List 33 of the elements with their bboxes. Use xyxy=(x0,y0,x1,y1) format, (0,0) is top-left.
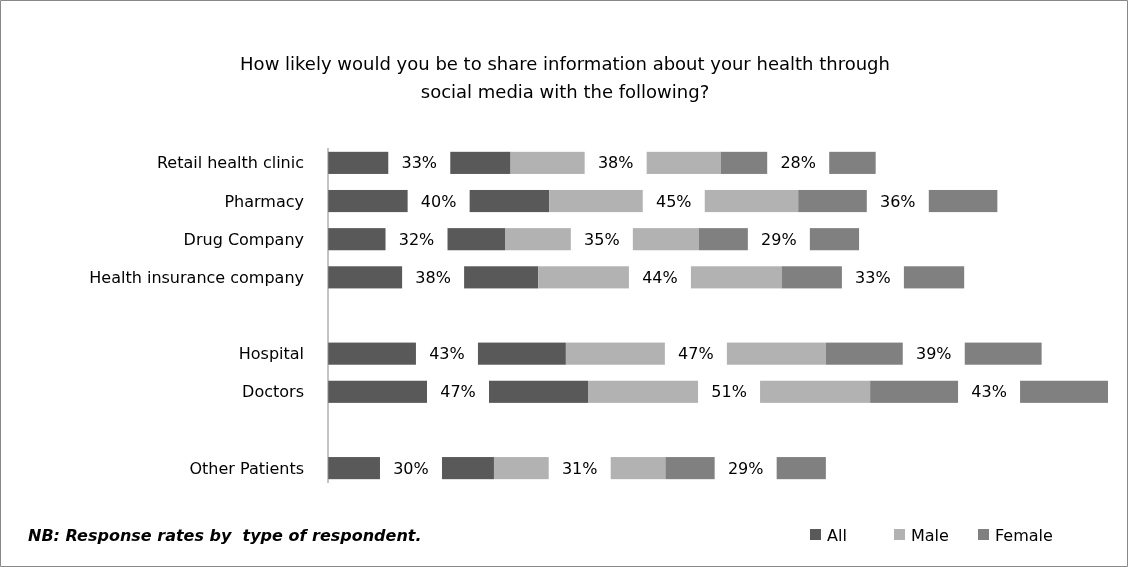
data-label: 29% xyxy=(727,458,764,478)
data-label: 31% xyxy=(561,458,598,478)
y-tick-label: Pharmacy xyxy=(224,191,304,211)
y-tick-label: Doctors xyxy=(242,382,304,402)
data-label: 45% xyxy=(655,191,692,211)
data-label: 51% xyxy=(711,382,747,402)
y-tick-label: Retail health clinic xyxy=(156,153,304,173)
legend-label: All xyxy=(827,525,847,545)
data-label: 38% xyxy=(597,153,634,173)
data-label: 44% xyxy=(642,267,678,287)
data-label: 40% xyxy=(420,191,457,211)
data-label: 47% xyxy=(678,344,714,364)
data-label: 32% xyxy=(398,229,435,249)
text: NB: Response rates by type of respondent. xyxy=(28,526,422,545)
data-label: 36% xyxy=(880,191,916,211)
data-label: 43% xyxy=(971,382,1007,402)
chart-title: How likely would you be to share information about your health through social media with the following? xyxy=(240,53,890,102)
legend-label: Female xyxy=(995,525,1053,545)
data-label: 33% xyxy=(855,267,891,287)
y-tick-label: Health insurance company xyxy=(89,267,304,287)
data-label: 35% xyxy=(584,229,620,249)
data-label: 47% xyxy=(440,382,476,402)
y-tick-label: Hospital xyxy=(238,344,304,364)
data-label: 38% xyxy=(415,267,451,287)
legend-label: Male xyxy=(911,525,949,545)
data-label: 43% xyxy=(429,344,465,364)
y-tick-label: Other Patients xyxy=(189,458,304,478)
data-label: 30% xyxy=(393,458,429,478)
data-label: 39% xyxy=(915,344,952,364)
data-label: 33% xyxy=(401,153,438,173)
y-tick-label: Drug Company xyxy=(183,229,304,249)
data-label: 29% xyxy=(761,229,797,249)
data-label: 28% xyxy=(780,153,816,173)
